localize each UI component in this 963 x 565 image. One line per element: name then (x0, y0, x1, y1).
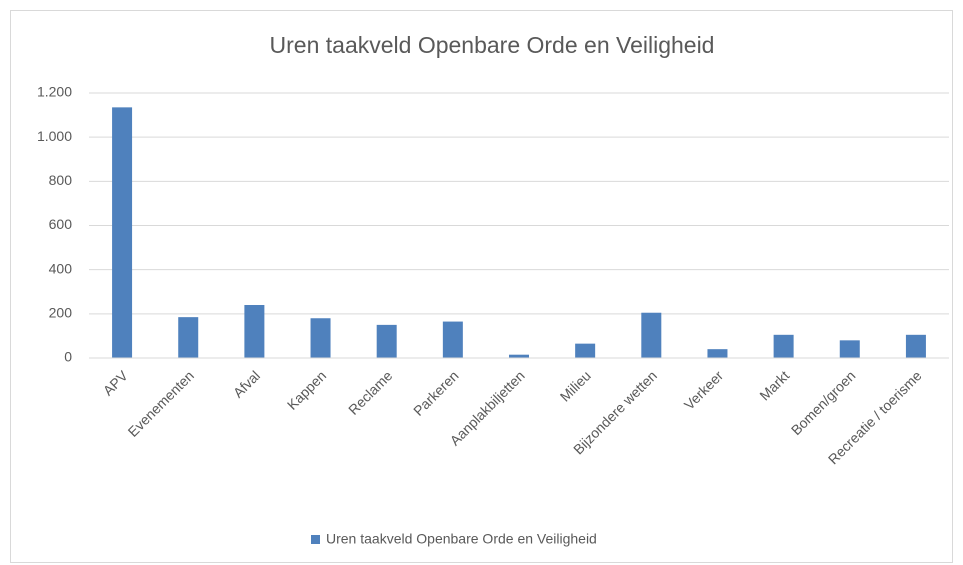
legend-swatch (311, 535, 320, 544)
bar (442, 321, 463, 358)
bar (310, 318, 331, 358)
y-tick-label: 400 (49, 260, 73, 276)
y-tick-label: 200 (49, 305, 73, 321)
chart-frame (10, 10, 953, 563)
chart-title: Uren taakveld Openbare Orde en Veilighei… (270, 32, 715, 58)
bar (707, 349, 728, 358)
bar (905, 334, 926, 358)
bar (839, 340, 860, 358)
y-tick-label: 0 (64, 349, 72, 365)
bar (641, 312, 662, 358)
bar (575, 343, 596, 358)
bar (244, 305, 265, 358)
y-tick-label: 1.200 (37, 84, 72, 100)
bar (376, 324, 397, 358)
y-tick-label: 600 (49, 216, 73, 232)
bar (178, 317, 199, 358)
bar (509, 354, 529, 358)
bar (773, 334, 794, 358)
y-tick-label: 1.000 (37, 128, 72, 144)
y-tick-label: 800 (49, 172, 73, 188)
legend-label: Uren taakveld Openbare Orde en Veilighei… (326, 531, 597, 547)
bar (112, 107, 133, 359)
